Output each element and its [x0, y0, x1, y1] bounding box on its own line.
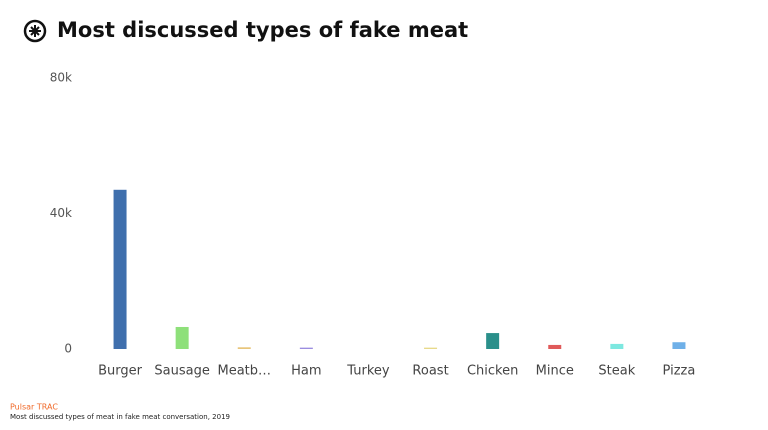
x-tick-label: Roast	[412, 364, 448, 379]
x-tick-label: Sausage	[154, 364, 209, 379]
x-tick-label: Mince	[536, 364, 574, 379]
bar	[672, 342, 686, 349]
bar	[610, 343, 624, 349]
bar	[299, 347, 313, 349]
caption: Most discussed types of meat in fake mea…	[10, 413, 230, 421]
bar	[175, 326, 189, 349]
x-tick-label: Pizza	[663, 364, 696, 379]
logo-icon	[23, 19, 47, 43]
x-tick-label: Steak	[598, 364, 635, 379]
y-tick-label: 40k	[50, 206, 72, 220]
bar	[486, 333, 500, 349]
x-tick-label: Ham	[291, 364, 321, 379]
source: Pulsar TRAC	[10, 403, 58, 412]
y-tick-label: 80k	[50, 71, 72, 85]
x-tick-label: Chicken	[467, 364, 518, 379]
y-tick-label: 0	[64, 342, 72, 356]
chart-title: Most discussed types of fake meat	[57, 18, 468, 42]
x-tick-label: Meatb…	[217, 364, 271, 379]
bar	[548, 344, 562, 349]
x-tick-label: Turkey	[346, 364, 390, 379]
bar	[237, 347, 251, 349]
x-tick-label: Burger	[98, 364, 143, 379]
bar	[424, 347, 438, 349]
bar	[113, 189, 127, 349]
